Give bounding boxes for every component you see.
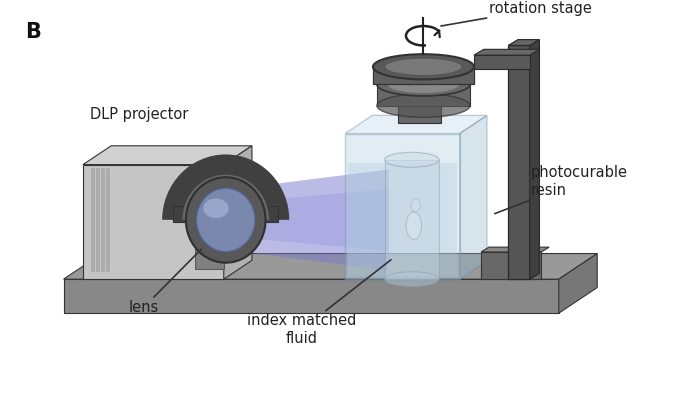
- Polygon shape: [174, 206, 278, 222]
- Polygon shape: [83, 164, 224, 279]
- Ellipse shape: [377, 94, 470, 117]
- Polygon shape: [195, 174, 224, 270]
- Polygon shape: [508, 40, 540, 46]
- Ellipse shape: [406, 212, 421, 239]
- Text: photocurable
resin: photocurable resin: [495, 165, 628, 214]
- Ellipse shape: [384, 152, 439, 167]
- Polygon shape: [474, 55, 530, 69]
- Text: DLP projector: DLP projector: [90, 106, 188, 122]
- Polygon shape: [481, 247, 549, 252]
- Polygon shape: [348, 163, 457, 276]
- Ellipse shape: [186, 177, 265, 263]
- Polygon shape: [530, 40, 540, 279]
- Ellipse shape: [384, 58, 462, 76]
- Text: rotation stage: rotation stage: [441, 1, 592, 26]
- Polygon shape: [64, 254, 597, 279]
- Polygon shape: [83, 146, 252, 164]
- Ellipse shape: [373, 54, 474, 80]
- Ellipse shape: [204, 198, 229, 218]
- Polygon shape: [398, 106, 441, 123]
- Ellipse shape: [377, 73, 470, 96]
- Polygon shape: [235, 170, 388, 270]
- Polygon shape: [224, 146, 252, 279]
- Text: B: B: [25, 22, 41, 42]
- Text: lens: lens: [129, 249, 202, 315]
- Ellipse shape: [197, 188, 255, 252]
- Ellipse shape: [411, 199, 421, 212]
- Polygon shape: [460, 115, 487, 279]
- Ellipse shape: [384, 272, 439, 287]
- Text: index matched
fluid: index matched fluid: [247, 260, 391, 346]
- Polygon shape: [384, 160, 439, 279]
- Polygon shape: [559, 254, 597, 313]
- Polygon shape: [345, 134, 460, 279]
- Polygon shape: [345, 115, 487, 134]
- Polygon shape: [508, 46, 530, 279]
- Polygon shape: [481, 252, 541, 279]
- Polygon shape: [474, 49, 540, 55]
- Polygon shape: [64, 279, 559, 313]
- Polygon shape: [373, 67, 474, 84]
- Polygon shape: [377, 84, 470, 106]
- Ellipse shape: [388, 76, 459, 93]
- Polygon shape: [240, 189, 388, 251]
